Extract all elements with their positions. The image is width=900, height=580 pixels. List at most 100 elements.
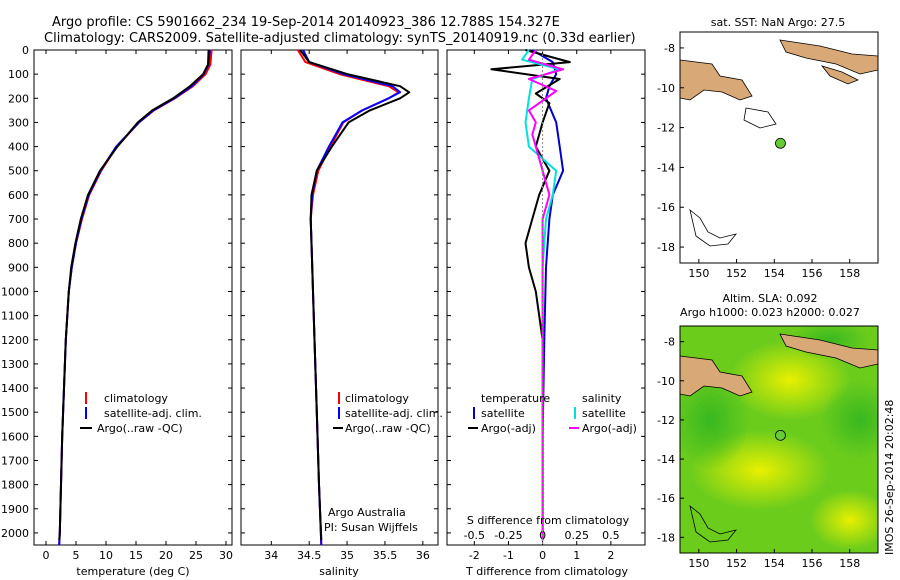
annotation-line-1: Argo Australia (328, 506, 406, 519)
header-line-2: Climatology: CARS2009. Satellite-adjuste… (44, 31, 636, 46)
coastline-2 (689, 504, 738, 543)
map-ytick-label: -14 (657, 161, 675, 174)
map-ytick-label: -14 (657, 453, 675, 466)
map-ytick-label: -12 (657, 122, 675, 135)
depth-tick-label: 1500 (1, 406, 29, 419)
map-xtick-label: 152 (726, 557, 747, 570)
temperature-xlabel: temperature (deg C) (76, 565, 189, 578)
temperature-xtick-label: 10 (99, 549, 113, 562)
float-marker (775, 137, 786, 149)
difference-series-satellite (521, 49, 561, 541)
depth-tick-label: 1200 (1, 334, 29, 347)
difference-panel-frame (446, 49, 646, 546)
coastline-2 (689, 208, 738, 247)
map-xtick-label: 154 (764, 557, 785, 570)
temperature-xtick-label: 30 (219, 549, 233, 562)
salinity-diff-tick-label: 0.5 (602, 529, 620, 542)
map-ytick-label: -18 (657, 241, 675, 254)
legend-label-climatology: climatology (345, 392, 409, 405)
legend-label-satellite: satellite-adj. clim. (104, 407, 202, 420)
land-patch-1 (680, 355, 753, 397)
coastline-1 (743, 107, 777, 129)
map-xtick-label: 156 (802, 557, 823, 570)
depth-tick-label: 200 (8, 92, 29, 105)
map-ytick-label: -10 (657, 375, 675, 388)
map-xtick-label: 158 (839, 557, 860, 570)
land-patch-3 (820, 65, 859, 85)
depth-tick-label: 800 (8, 237, 29, 250)
depth-tick-label: 600 (8, 189, 29, 202)
map-ytick-label: -10 (657, 82, 675, 95)
salinity-xtick-label: 35.5 (373, 549, 398, 562)
depth-axis: 0 100 200 300 400 500 600 700 800 900 1000 1100 1200… (1, 44, 645, 540)
salinity-xlabel: salinity (319, 565, 359, 578)
depth-tick-label: 500 (8, 165, 29, 178)
temperature-legend: climatology satellite-adj. clim. Argo(..… (80, 392, 202, 435)
depth-tick-label: 900 (8, 261, 29, 274)
legend-label-temp-argo: Argo(-adj) (481, 422, 536, 435)
plot-layer: 0 5 10 15 20 25 30 34 34.5 35 35.5 36 -2 -1 0 1 2 -0.5 -0.… (43, 49, 620, 562)
depth-tick-label: 100 (8, 68, 29, 81)
depth-tick-label: 2000 (1, 527, 29, 540)
sla-patch (680, 370, 750, 470)
map-sla-field (680, 326, 878, 553)
map-xtick-label: 152 (726, 267, 747, 280)
difference-xtick-label: 0 (539, 549, 546, 562)
temperature-xtick-label: 5 (73, 549, 80, 562)
salinity-legend: climatology satellite-adj. clim. Argo(..… (333, 392, 443, 435)
map-xtick-label: 156 (802, 267, 823, 280)
legend-label-temp-satellite: satellite (481, 407, 525, 420)
difference-xtick-label: 1 (573, 549, 580, 562)
temperature-xtick-label: 15 (129, 549, 143, 562)
salinity-panel-frame (240, 49, 439, 546)
salinity-xtick-label: 34 (264, 549, 278, 562)
map-sst-frame (679, 31, 879, 264)
map-sst-title: sat. SST: NaN Argo: 27.5 (711, 16, 845, 29)
depth-tick-label: 300 (8, 116, 29, 129)
sla-patch (730, 340, 850, 420)
salinity-diff-tick-label: -0.25 (494, 529, 522, 542)
salinity-diff-tick-label: 0.25 (564, 529, 589, 542)
timestamp-stamp: IMOS 26-Sep-2014 20:02:48 (883, 400, 896, 555)
difference-xtick-label: 2 (607, 549, 614, 562)
legend-label-satellite: satellite-adj. clim. (345, 407, 443, 420)
difference-series-argo--adj- (490, 49, 571, 541)
legend-label-argo: Argo(..raw -QC) (97, 422, 183, 435)
map-sla-title-1: Altim. SLA: 0.092 (722, 292, 817, 305)
depth-tick-label: 1800 (1, 479, 29, 492)
map-ytick-label: -16 (657, 201, 675, 214)
difference-series-satellite (531, 49, 565, 541)
temperature-series-satellite-adj--clim- (58, 49, 211, 546)
salinity-xtick-label: 34.5 (297, 549, 322, 562)
legend-label-climatology: climatology (104, 392, 168, 405)
depth-tick-label: 1900 (1, 503, 29, 516)
map-xtick-label: 154 (764, 267, 785, 280)
depth-tick-label: 1400 (1, 382, 29, 395)
temperature-xtick-label: 25 (189, 549, 203, 562)
map-sla-frame (679, 325, 879, 554)
legend-label-sal-argo: Argo(-adj) (582, 422, 637, 435)
map-sst-axes: 150 152 154 156 158 -8 -10 -12 -14 -16 -18 (657, 42, 860, 280)
temperature-series-argo---raw--qc- (58, 49, 210, 541)
depth-tick-label: 1700 (1, 454, 29, 467)
header-line-1: Argo profile: CS 5901662_234 19-Sep-2014… (52, 15, 560, 30)
difference-xtick-label: -1 (503, 549, 514, 562)
depth-tick-label: 1600 (1, 430, 29, 443)
map-xtick-label: 158 (839, 267, 860, 280)
float-marker (775, 429, 786, 441)
map-ytick-label: -16 (657, 492, 675, 505)
map-ytick-label: -8 (664, 336, 675, 349)
land-patch-2 (779, 39, 878, 75)
temperature-panel-frame (33, 49, 233, 546)
depth-tick-label: 1100 (1, 310, 29, 323)
map-ytick-label: -18 (657, 531, 675, 544)
map-sst-land (680, 39, 878, 247)
depth-tick-label: 700 (8, 213, 29, 226)
sla-patch (810, 490, 878, 550)
annotation-line-2: PI: Susan Wijffels (324, 521, 418, 534)
legend-label-argo: Argo(..raw -QC) (345, 422, 431, 435)
difference-legend: temperature satellite Argo(-adj) salinit… (468, 392, 637, 435)
salinity-diff-tick-label: -0.5 (464, 529, 485, 542)
depth-tick-label: 0 (22, 44, 29, 57)
temperature-xtick-label: 0 (43, 549, 50, 562)
